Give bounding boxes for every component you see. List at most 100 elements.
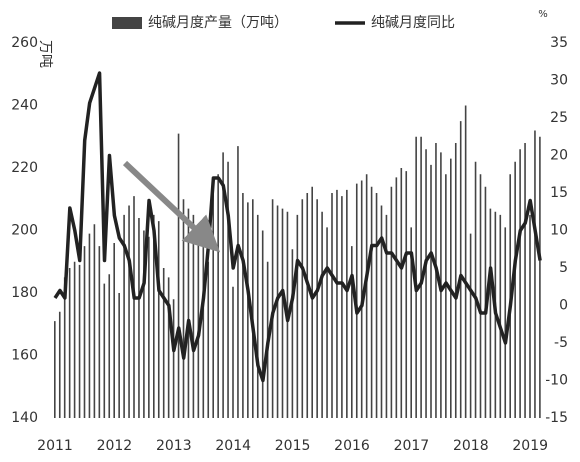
y2-tick-label: 10 [550, 223, 568, 239]
bar [435, 143, 437, 418]
y-tick-label: 200 [11, 223, 38, 239]
bar [519, 149, 521, 418]
bar [499, 214, 502, 418]
x-tick-label: 2014 [215, 438, 251, 454]
bar [232, 286, 234, 418]
bar [78, 264, 81, 418]
bar [207, 261, 210, 418]
bar [534, 130, 536, 418]
bar [187, 208, 190, 418]
bar [202, 236, 205, 418]
plot [53, 71, 542, 418]
y-tick-label: 160 [11, 348, 38, 364]
bar [108, 274, 111, 418]
legend-label: 纯碱月度产量（万吨） [148, 15, 288, 31]
bar [410, 227, 412, 418]
bar [148, 236, 150, 418]
bar [395, 177, 398, 418]
bar [138, 218, 140, 418]
bar [192, 214, 195, 418]
y-axis-label: 万吨 [37, 40, 53, 68]
bar [351, 246, 353, 418]
x-tick-label: 2017 [394, 438, 430, 454]
bar [346, 189, 348, 418]
bar [365, 174, 368, 418]
y-tick-label: 220 [11, 160, 38, 176]
bar [514, 161, 516, 418]
bar [380, 205, 383, 418]
bar [331, 193, 333, 418]
bar [301, 199, 304, 418]
legend-swatch [112, 17, 142, 29]
bar [103, 283, 106, 418]
bar [162, 268, 165, 418]
bar [321, 211, 323, 418]
y2-tick-label: -15 [545, 410, 568, 426]
x-tick-label: 2013 [156, 438, 192, 454]
bar [73, 261, 76, 418]
bar [445, 174, 447, 418]
bar [256, 214, 259, 418]
y2-axis-label: % [538, 9, 548, 20]
x-tick-label: 2019 [512, 438, 548, 454]
bar [375, 193, 378, 418]
y2-tick-label: 5 [559, 260, 568, 276]
bar [68, 268, 71, 418]
bar [54, 321, 56, 418]
bar [306, 193, 309, 418]
y2-tick-label: 0 [559, 298, 568, 314]
bar [474, 161, 477, 418]
y2-tick-label: 35 [550, 35, 568, 51]
bar [529, 214, 531, 418]
bar [247, 202, 249, 418]
y-tick-label: 180 [11, 285, 38, 301]
bar [479, 174, 482, 418]
x-tick-label: 2012 [97, 438, 133, 454]
bar [400, 168, 403, 418]
arrow [122, 160, 221, 253]
bar [153, 214, 155, 418]
bar [405, 171, 408, 418]
bar [98, 246, 101, 418]
x-tick-label: 2018 [453, 438, 489, 454]
bar [341, 196, 343, 418]
bar [489, 208, 492, 418]
bar [539, 136, 541, 418]
bar [504, 227, 507, 418]
x-tick-label: 2016 [334, 438, 370, 454]
bar [227, 161, 229, 418]
bar [425, 149, 427, 418]
bar [454, 143, 457, 418]
bar [242, 193, 244, 418]
y2-tick-label: 20 [550, 148, 568, 164]
bar [58, 311, 61, 418]
bar [118, 293, 120, 418]
bar [390, 186, 393, 418]
bar [261, 230, 264, 418]
x-tick-label: 2015 [275, 438, 311, 454]
bar [217, 174, 219, 418]
bar [276, 205, 279, 418]
bar [469, 233, 472, 418]
bar [182, 199, 185, 418]
legend-label: 纯碱月度同比 [371, 15, 455, 31]
y-tick-label: 260 [11, 35, 38, 51]
bar [128, 205, 130, 418]
bar [157, 221, 160, 418]
bar [222, 152, 224, 418]
bar [212, 183, 214, 418]
bar [336, 189, 338, 418]
bar [311, 186, 313, 418]
bar [430, 164, 432, 418]
bar [316, 199, 318, 418]
y2-tick-label: -10 [545, 373, 568, 389]
y2-tick-label: 25 [550, 110, 568, 126]
bar [83, 246, 86, 418]
bar [524, 143, 526, 418]
bar [93, 224, 96, 418]
bar [281, 208, 284, 418]
bar [237, 146, 239, 418]
y2-tick-label: 15 [550, 185, 568, 201]
bar [172, 299, 175, 418]
y2-tick-label: -5 [554, 335, 568, 351]
